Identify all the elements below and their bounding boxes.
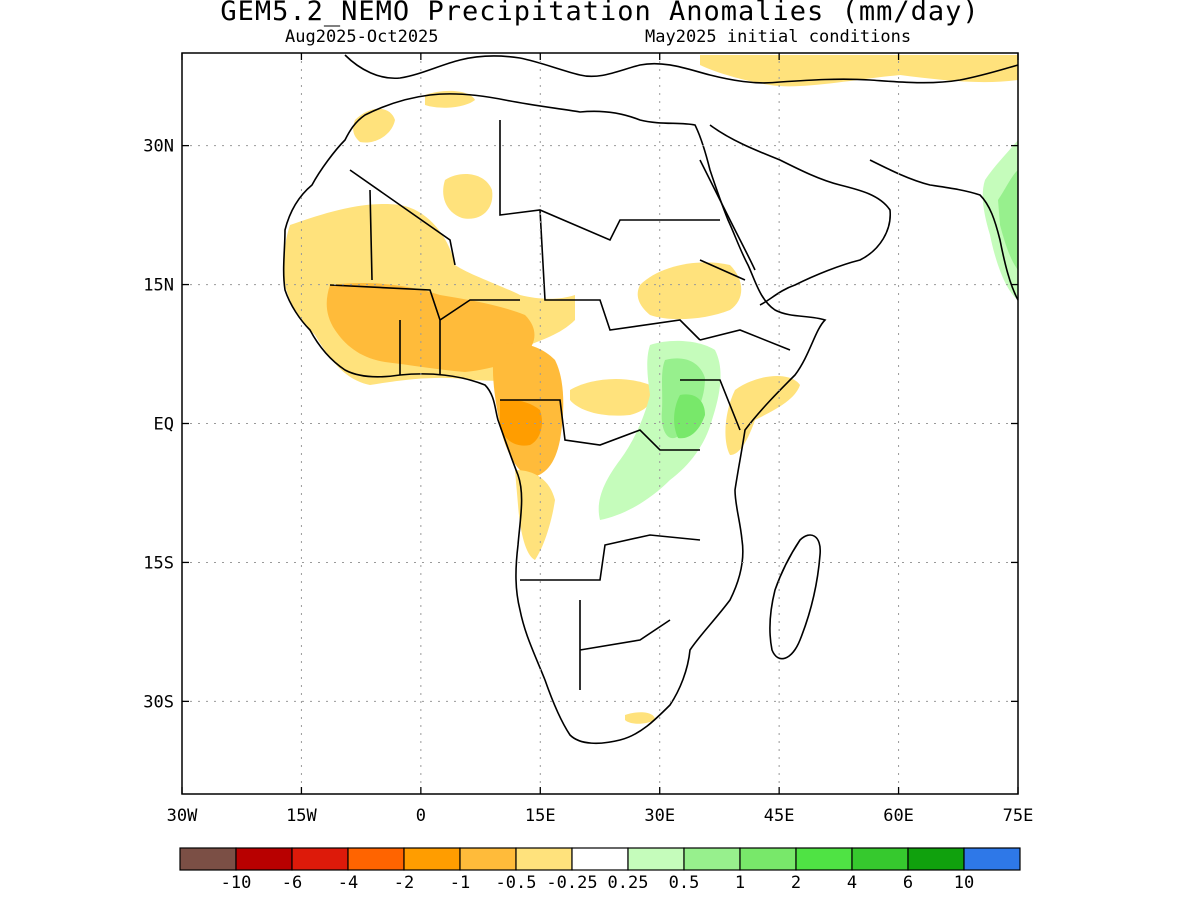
colorbar-label: 10 (954, 873, 974, 893)
border-sahara-2 (369, 120, 720, 281)
colorbar-label: 0.5 (669, 873, 700, 893)
ytick-label: 15S (143, 553, 174, 573)
anomaly-southafrica-patch (625, 712, 655, 724)
xtick-label: 30E (644, 806, 675, 826)
madagascar (769, 534, 821, 660)
map-title: GEM5.2_NEMO Precipitation Anomalies (mm/… (220, 0, 980, 27)
map-axes: 30N 15N EQ 15S 30S 30W 15W 0 15E 30E 45E 60E 75E (143, 53, 1033, 826)
anomaly-southsudan-light (570, 378, 654, 416)
border-sahara-1 (349, 169, 456, 266)
colorbar-swatch (907, 847, 965, 871)
border-central-2 (500, 399, 700, 451)
colorbar-swatch (179, 847, 237, 871)
border-south-2 (579, 600, 671, 690)
colorbar-swatch (627, 847, 685, 871)
europe-coast (344, 54, 1018, 84)
anomaly-morocco-patch (353, 108, 395, 143)
anomaly-westafrica-mid (326, 283, 535, 372)
ytick-label: 15N (143, 276, 174, 296)
anomaly-angola-light (515, 470, 555, 560)
xtick-label: 45E (764, 806, 795, 826)
forecast-period: Aug2025-Oct2025 (285, 27, 439, 47)
colorbar-label: -0.5 (496, 873, 537, 893)
colorbar-swatch (963, 847, 1021, 871)
border-east (680, 259, 791, 431)
border-west (329, 284, 520, 375)
red-sea-coast (699, 159, 756, 271)
xtick-label: 0 (416, 806, 426, 826)
anomaly-gabon-strong (500, 399, 542, 446)
africa-coastline (282, 93, 827, 745)
anomaly-horn-light (725, 375, 800, 455)
anomaly-lakevictoria-mid (674, 394, 705, 439)
colorbar-label: 2 (791, 873, 801, 893)
anomaly-india-mid (998, 170, 1018, 270)
border-south-1 (520, 534, 701, 581)
anomaly-saharan-patch (443, 174, 493, 219)
border-central-1 (539, 209, 701, 341)
xtick-label: 30W (167, 806, 198, 826)
colorbar-swatch (515, 847, 573, 871)
graticule (182, 53, 1018, 794)
arabia-coast (709, 124, 891, 306)
colorbar-label: -2 (394, 873, 414, 893)
coastlines (282, 54, 1018, 745)
xtick-label: 75E (1003, 806, 1034, 826)
colorbar-swatch (291, 847, 349, 871)
colorbar-label: 0.25 (608, 873, 649, 893)
xtick-label: 60E (883, 806, 914, 826)
colorbar-label: 6 (903, 873, 913, 893)
colorbar-swatch (739, 847, 797, 871)
colorbar-label: 1 (735, 873, 745, 893)
xtick-label: 15E (525, 806, 556, 826)
colorbar-label: 4 (847, 873, 857, 893)
initial-conditions: May2025 initial conditions (645, 27, 912, 47)
colorbar: -10 -6 -4 -2 -1 -0.5 -0.25 0.25 0.5 1 2 4 6 10 (179, 847, 1021, 893)
colorbar-label: -1 (450, 873, 470, 893)
ytick-label: 30N (143, 137, 174, 157)
colorbar-label: -10 (221, 873, 252, 893)
anomaly-sudan-light (637, 262, 742, 320)
colorbar-swatch (571, 847, 629, 871)
colorbar-label: -6 (282, 873, 302, 893)
ytick-label: EQ (154, 415, 174, 435)
colorbar-swatch (851, 847, 909, 871)
persian-gulf-coast (869, 159, 1018, 301)
colorbar-label: -0.25 (546, 873, 597, 893)
xtick-label: 15W (286, 806, 317, 826)
colorbar-swatch (403, 847, 461, 871)
colorbar-swatch (459, 847, 517, 871)
anomaly-shading (283, 55, 1018, 724)
ytick-label: 30S (143, 692, 174, 712)
colorbar-swatch (235, 847, 293, 871)
colorbar-swatch (347, 847, 405, 871)
colorbar-swatch (795, 847, 853, 871)
colorbar-label: -4 (338, 873, 358, 893)
colorbar-swatch (683, 847, 741, 871)
